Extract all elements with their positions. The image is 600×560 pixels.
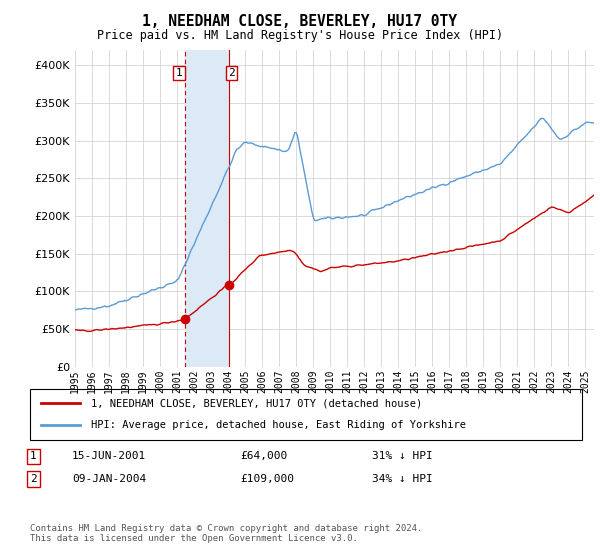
Text: 2: 2 [30, 474, 37, 484]
Text: Contains HM Land Registry data © Crown copyright and database right 2024.
This d: Contains HM Land Registry data © Crown c… [30, 524, 422, 543]
Text: HPI: Average price, detached house, East Riding of Yorkshire: HPI: Average price, detached house, East… [91, 421, 466, 431]
Text: 34% ↓ HPI: 34% ↓ HPI [372, 474, 433, 484]
Text: 09-JAN-2004: 09-JAN-2004 [72, 474, 146, 484]
Text: 1: 1 [176, 68, 182, 78]
Text: 1, NEEDHAM CLOSE, BEVERLEY, HU17 0TY: 1, NEEDHAM CLOSE, BEVERLEY, HU17 0TY [143, 14, 458, 29]
Bar [185, 50, 229, 367]
Text: Price paid vs. HM Land Registry's House Price Index (HPI): Price paid vs. HM Land Registry's House … [97, 29, 503, 42]
Text: 31% ↓ HPI: 31% ↓ HPI [372, 451, 433, 461]
Text: 1: 1 [30, 451, 37, 461]
Text: £64,000: £64,000 [240, 451, 287, 461]
Text: 1, NEEDHAM CLOSE, BEVERLEY, HU17 0TY (detached house): 1, NEEDHAM CLOSE, BEVERLEY, HU17 0TY (de… [91, 398, 422, 408]
Text: 2: 2 [228, 68, 235, 78]
Text: £109,000: £109,000 [240, 474, 294, 484]
Text: 15-JUN-2001: 15-JUN-2001 [72, 451, 146, 461]
